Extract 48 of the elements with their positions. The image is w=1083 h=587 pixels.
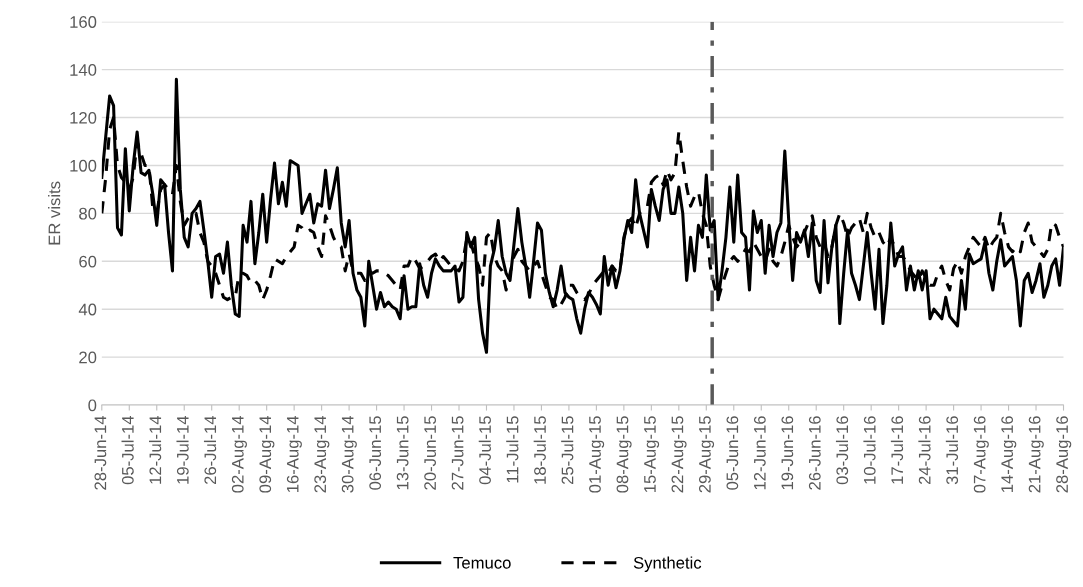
x-tick-label: 31-Jul-16 — [945, 416, 959, 485]
x-tick-label: 13-Jun-15 — [396, 416, 409, 490]
x-tick-label: 17-Jul-16 — [890, 416, 904, 484]
y-tick-label: 140 — [70, 64, 97, 76]
x-tick-label: 26-Jun-16 — [808, 416, 821, 490]
x-tick-label: 22-Aug-15 — [671, 416, 687, 493]
y-tick-label: 60 — [79, 255, 97, 268]
y-tick-label: 120 — [70, 111, 97, 124]
x-tick-label: 18-Jul-15 — [533, 416, 546, 484]
x-tick-label: 03-Jul-16 — [835, 416, 849, 485]
x-tick-label: 12-Jul-14 — [148, 415, 162, 484]
x-tick-label: 02-Aug-14 — [231, 415, 247, 493]
x-tick-label: 20-Jun-15 — [424, 416, 436, 490]
x-tick-label: 10-Jul-16 — [863, 416, 876, 484]
x-tick-label: 08-Aug-15 — [616, 416, 632, 493]
x-tick-label: 28-Aug-16 — [1056, 416, 1072, 493]
y-tick-label: 100 — [70, 159, 97, 172]
x-tick-label: 15-Aug-15 — [644, 416, 660, 492]
x-tick-label: 24-Jul-16 — [918, 416, 931, 485]
y-tick-label: 40 — [78, 303, 97, 316]
x-tick-label: 01-Aug-15 — [589, 416, 605, 493]
x-tick-label: 16-Aug-14 — [286, 415, 302, 492]
x-tick-label: 09-Aug-14 — [259, 415, 275, 493]
x-tick-label: 14-Aug-16 — [1001, 416, 1017, 492]
y-tick-label: 0 — [88, 399, 97, 412]
legend-label: Temuco — [453, 557, 511, 569]
x-tick-label: 06-Jun-15 — [369, 416, 382, 490]
x-tick-label: 19-Jun-16 — [781, 416, 794, 490]
x-tick-label: 23-Aug-14 — [314, 415, 330, 493]
y-tick-label: 80 — [79, 207, 97, 220]
x-tick-label: 25-Jul-15 — [561, 416, 574, 485]
x-tick-label: 21-Aug-16 — [1028, 416, 1044, 493]
x-tick-label: 19-Jul-14 — [176, 415, 189, 484]
y-tick-label: 160 — [70, 16, 97, 28]
x-tick-label: 04-Jul-15 — [478, 416, 491, 485]
x-tick-label: 07-Aug-16 — [973, 416, 989, 493]
x-tick-label: 12-Jun-16 — [753, 416, 766, 490]
x-tick-label: 05-Jun-16 — [726, 416, 739, 490]
legend-label: Synthetic — [633, 556, 702, 572]
x-tick-label: 28-Jun-14 — [94, 415, 107, 490]
x-tick-label: 11-Jul-15 — [506, 416, 519, 483]
x-tick-label: 29-Aug-15 — [698, 416, 715, 493]
x-tick-label: 26-Jul-14 — [203, 415, 217, 485]
x-tick-label: 30-Aug-14 — [341, 415, 357, 493]
x-tick-label: 05-Jul-14 — [121, 415, 134, 485]
x-tick-label: 27-Jun-15 — [451, 416, 464, 490]
y-tick-label: 20 — [79, 351, 97, 364]
y-axis-title: ER visits — [48, 181, 61, 245]
